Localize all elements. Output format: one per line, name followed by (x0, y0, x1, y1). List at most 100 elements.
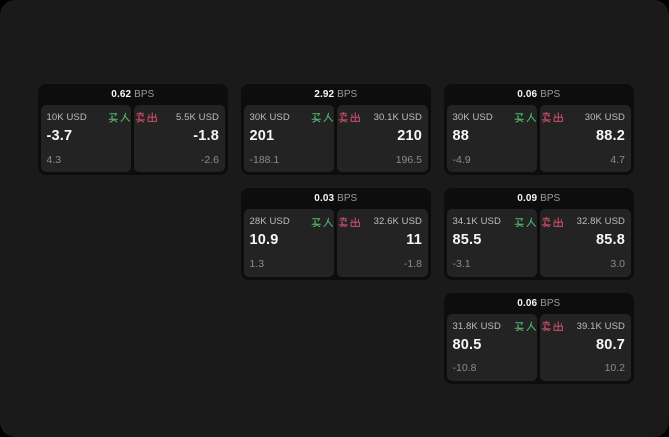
cjk-buy-char2-icon (526, 113, 536, 123)
sell-side-label: 卖出 (541, 320, 563, 332)
cjk-buy-char1-icon (514, 322, 525, 332)
sell-panel-top: 卖出 30.1K USD (338, 112, 422, 123)
quote-card: 0.09 BPS 34.1K USD 买入 85.5 -3.1 (444, 188, 634, 280)
sell-panel-top: 卖出 39.1K USD (541, 320, 625, 332)
card-header: 0.03 BPS (241, 188, 431, 209)
bps-value: 0.06 (517, 89, 538, 100)
sell-quote-panel[interactable]: 卖出 30.1K USD 210 196.5 (337, 105, 428, 173)
cjk-buy-char2-icon (120, 113, 130, 123)
sell-panel-top: 卖出 30K USD (541, 112, 625, 123)
quote-card: 2.92 BPS 30K USD 买入 201 -188.1 (241, 84, 431, 176)
cjk-buy-char2-icon (526, 321, 536, 331)
sell-notional: 5.5K USD (175, 112, 219, 123)
sell-price: 210 (397, 128, 422, 144)
sell-notional: 30K USD (584, 112, 625, 123)
buy-side-label: 买入 (311, 217, 333, 228)
buy-notional: 34.1K USD (452, 216, 501, 228)
cjk-sell-char1-icon (338, 112, 349, 123)
sell-price: 80.7 (595, 336, 625, 353)
sell-panel-top: 卖出 32.8K USD (541, 216, 625, 228)
sell-quote-panel[interactable]: 卖出 32.8K USD 85.8 3.0 (540, 209, 631, 277)
sell-notional: 39.1K USD (576, 320, 625, 332)
buy-notional: 30K USD (452, 112, 493, 123)
cjk-buy-char1-icon (514, 217, 525, 228)
panel-row: 28K USD 买入 10.9 1.3 卖出 (241, 209, 431, 279)
panel-row: 30K USD 买入 201 -188.1 卖出 (241, 105, 431, 175)
cjk-buy-char1-icon (108, 113, 119, 123)
sell-change: -1.8 (403, 258, 422, 271)
buy-change: 4.3 (46, 153, 62, 166)
buy-change: -188.1 (249, 153, 280, 166)
buy-panel-top: 34.1K USD 买入 (452, 216, 536, 228)
bps-unit-label: BPS (134, 89, 155, 100)
buy-price: 80.5 (452, 336, 482, 353)
buy-change: -10.8 (452, 362, 477, 375)
sell-notional: 32.8K USD (576, 216, 625, 228)
panel-row: 10K USD 买入 -3.7 4.3 卖出 (38, 105, 228, 175)
cjk-sell-char1-icon (541, 216, 552, 228)
buy-change: 1.3 (249, 258, 265, 271)
sell-side-label: 卖出 (338, 216, 360, 228)
sell-side-label: 卖出 (135, 112, 157, 123)
sell-change: 4.7 (610, 153, 625, 166)
card-header: 0.06 BPS (444, 84, 634, 105)
buy-notional: 10K USD (46, 112, 87, 123)
cjk-sell-char2-icon (553, 321, 563, 331)
buy-price: 10.9 (249, 232, 279, 249)
sell-quote-panel[interactable]: 卖出 30K USD 88.2 4.7 (540, 105, 631, 173)
quote-card: 0.06 BPS 30K USD 买入 88 -4.9 (444, 84, 634, 176)
bps-value: 0.03 (314, 193, 335, 205)
sell-side-label: 卖出 (541, 216, 563, 228)
cjk-sell-char1-icon (541, 320, 552, 332)
panel-row: 34.1K USD 买入 85.5 -3.1 卖出 (444, 209, 634, 279)
sell-side-label: 卖出 (541, 112, 563, 123)
sell-price: 11 (406, 232, 422, 249)
cjk-buy-char1-icon (311, 113, 322, 123)
sell-quote-panel[interactable]: 卖出 32.6K USD 11 -1.8 (337, 209, 428, 277)
bps-unit-label: BPS (337, 89, 358, 100)
cjk-buy-char1-icon (514, 113, 525, 123)
buy-quote-panel[interactable]: 30K USD 买入 201 -188.1 (244, 105, 335, 173)
cjk-sell-char2-icon (553, 216, 563, 227)
quote-card: 0.06 BPS 31.8K USD 买入 80.5 -10.8 (444, 292, 634, 384)
sell-quote-panel[interactable]: 卖出 5.5K USD -1.8 -2.6 (134, 105, 225, 173)
bps-value: 2.92 (314, 89, 335, 100)
quote-card: 0.62 BPS 10K USD 买入 -3.7 4.3 (38, 84, 228, 176)
cjk-sell-char2-icon (350, 216, 360, 227)
sell-change: 10.2 (604, 362, 625, 375)
cjk-buy-char1-icon (311, 217, 322, 228)
buy-notional: 30K USD (249, 112, 290, 123)
buy-panel-top: 28K USD 买入 (250, 216, 333, 227)
buy-notional: 31.8K USD (452, 320, 501, 332)
buy-quote-panel[interactable]: 34.1K USD 买入 85.5 -3.1 (447, 209, 538, 277)
quote-card: 0.03 BPS 28K USD 买入 10.9 1.3 (241, 188, 431, 280)
sell-change: 3.0 (610, 258, 625, 271)
bps-unit-label: BPS (540, 297, 561, 309)
buy-panel-top: 10K USD 买入 (46, 112, 130, 123)
sell-price: -1.8 (193, 128, 219, 144)
buy-quote-panel[interactable]: 28K USD 买入 10.9 1.3 (244, 209, 335, 277)
sell-change: 196.5 (395, 153, 422, 166)
bps-value: 0.62 (111, 89, 132, 100)
buy-price: 85.5 (452, 232, 482, 249)
sell-notional: 30.1K USD (373, 112, 422, 123)
cjk-sell-char2-icon (553, 112, 563, 123)
sell-quote-panel[interactable]: 卖出 39.1K USD 80.7 10.2 (540, 313, 631, 381)
bps-unit-label: BPS (337, 193, 358, 205)
panel-row: 30K USD 买入 88 -4.9 卖出 (444, 105, 634, 175)
buy-side-label: 买入 (514, 217, 536, 228)
buy-quote-panel[interactable]: 10K USD 买入 -3.7 4.3 (41, 105, 132, 173)
buy-panel-top: 30K USD 买入 (249, 112, 333, 123)
cjk-sell-char2-icon (350, 112, 360, 123)
quote-grid: 0.62 BPS 10K USD 买入 -3.7 4.3 (38, 84, 634, 384)
sell-side-label: 卖出 (338, 112, 360, 123)
buy-quote-panel[interactable]: 31.8K USD 买入 80.5 -10.8 (447, 313, 538, 381)
bps-value: 0.09 (517, 193, 538, 205)
buy-panel-top: 31.8K USD 买入 (452, 320, 536, 332)
buy-change: -4.9 (452, 153, 471, 166)
cjk-buy-char2-icon (323, 113, 333, 123)
buy-quote-panel[interactable]: 30K USD 买入 88 -4.9 (447, 105, 538, 173)
sell-change: -2.6 (200, 153, 219, 166)
card-header: 0.62 BPS (38, 84, 228, 105)
card-header: 2.92 BPS (241, 84, 431, 105)
